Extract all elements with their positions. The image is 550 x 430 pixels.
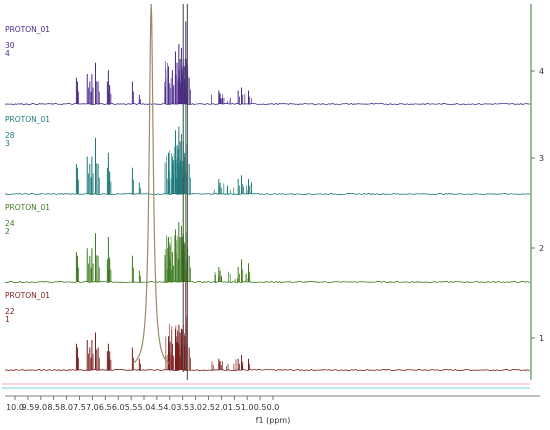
x-tick-label: 1.5 [228, 403, 241, 412]
trace-baseline [4, 280, 531, 284]
trace-labels: PROTON_01221PROTON_01242PROTON_01283PROT… [5, 25, 50, 324]
x-tick-label: 8.5 [47, 403, 60, 412]
spectrum-trace [4, 104, 531, 196]
water-peak-line [132, 3, 170, 364]
spectra-traces [4, 3, 531, 380]
x-tick-label: 3.0 [189, 403, 202, 412]
trace-label-group: PROTON_01 242 [5, 203, 50, 236]
water-peak [132, 3, 170, 364]
trace-label: PROTON_01 [5, 291, 50, 300]
x-tick-label: 2.5 [202, 403, 215, 412]
x-tick-label: 3.5 [176, 403, 189, 412]
spectrum-trace [4, 21, 531, 106]
x-tick-label: 1.0 [241, 403, 254, 412]
x-axis-ticks: 10.09.5 9.0 8.5 8.0 7.5 7.0 6.5 6.0 5.5 5.0 4.5 4.0… [6, 396, 279, 412]
x-tick-label: 9.5 [22, 403, 35, 412]
trace-label: PROTON_01 [5, 115, 50, 124]
trace-label: 4 [5, 49, 10, 58]
trace-label: 28 [5, 131, 15, 140]
x-tick-label: 5.0 [138, 403, 151, 412]
x-tick-label: 7.0 [86, 403, 99, 412]
trace-baseline [4, 102, 531, 106]
x-tick-label: 4.5 [151, 403, 164, 412]
side-axis-ticks: 1 2 3 4 [531, 67, 544, 343]
x-tick-label: 7.5 [73, 403, 86, 412]
trace-label-group: PROTON_01 283 [5, 115, 50, 148]
x-tick-label: 8.0 [60, 403, 73, 412]
baseline-band [2, 383, 530, 389]
trace-label: 1 [5, 315, 10, 324]
trace-label-group: PROTON_01 221 [5, 291, 50, 324]
x-tick-label: 4.0 [163, 403, 176, 412]
x-tick-label: 0.0 [267, 403, 280, 412]
side-tick-label: 1 [539, 334, 544, 343]
trace-label: 3 [5, 139, 10, 148]
x-tick-label: 10.0 [6, 403, 24, 412]
spectrum-trace [4, 192, 531, 284]
trace-baseline [4, 192, 531, 196]
trace-label-group: PROTON_01 304 [5, 25, 50, 58]
trace-label: 30 [5, 41, 15, 50]
side-tick-label: 4 [539, 67, 544, 76]
x-tick-label: 6.5 [99, 403, 112, 412]
side-tick-label: 3 [539, 154, 544, 163]
spectrum-trace [4, 272, 531, 372]
trace-label: 22 [5, 307, 15, 316]
x-tick-label: 0.5 [254, 403, 267, 412]
side-tick-label: 2 [539, 244, 544, 253]
trace-label: 2 [5, 227, 10, 236]
side-axis: 1 2 3 4 [530, 4, 544, 380]
x-tick-label: 5.5 [125, 403, 138, 412]
trace-label: 24 [5, 219, 15, 228]
x-axis: 10.09.5 9.0 8.5 8.0 7.5 7.0 6.5 6.0 5.5 5.0 4.5 4.0… [5, 395, 540, 425]
trace-baseline [4, 368, 531, 372]
x-tick-label: 6.0 [112, 403, 125, 412]
trace-label: PROTON_01 [5, 25, 50, 34]
x-axis-label: f1 (ppm) [256, 416, 291, 425]
x-tick-label: 9.0 [34, 403, 47, 412]
x-tick-label: 2.0 [215, 403, 228, 412]
trace-label: PROTON_01 [5, 203, 50, 212]
